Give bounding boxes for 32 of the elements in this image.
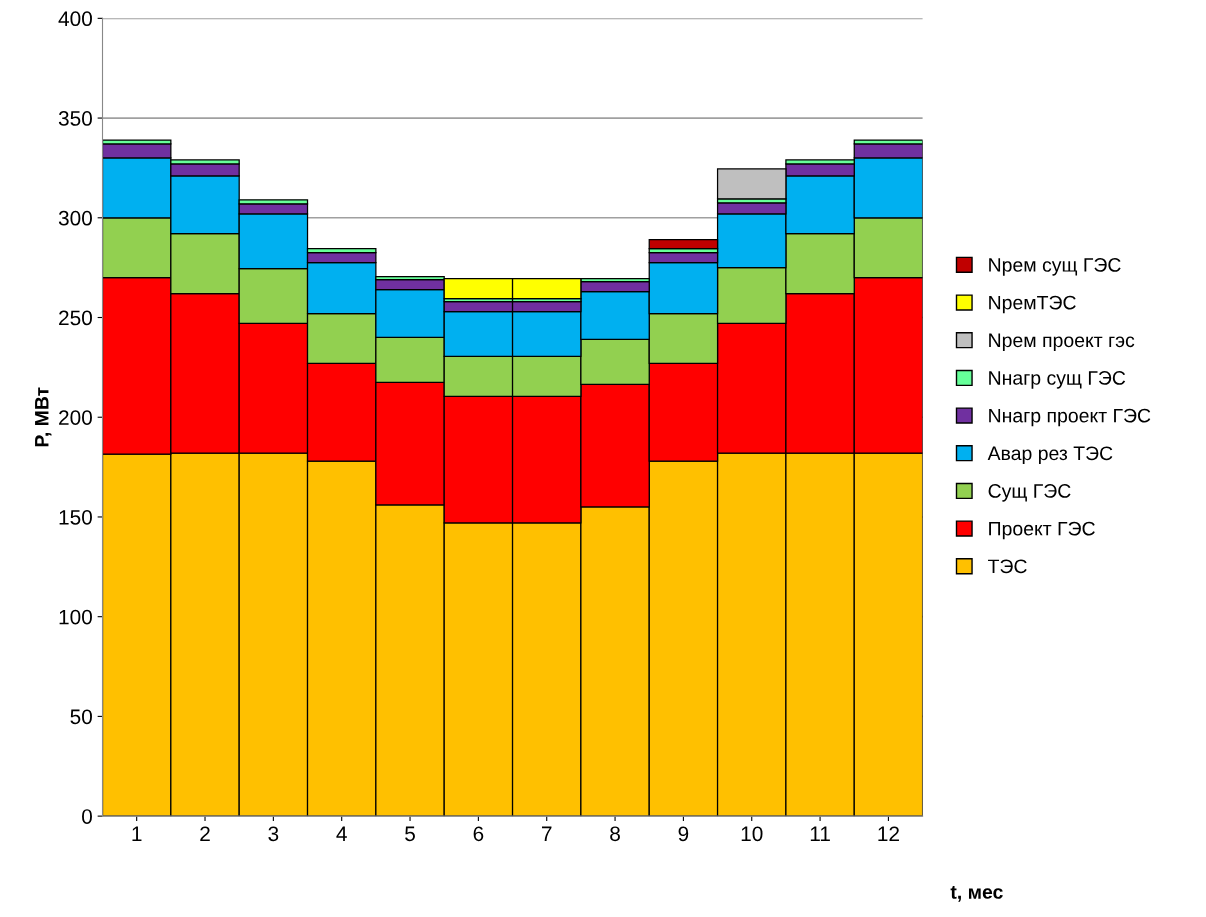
- legend-label: Nрем сущ ГЭС: [989, 258, 1121, 276]
- y-tick-label: 150: [59, 509, 92, 525]
- y-tick-label: 300: [58, 210, 92, 226]
- legend-label: Nрем проект гэс: [989, 333, 1135, 351]
- x-axis-title: t, мес: [950, 885, 1003, 902]
- x-tick-label: 3: [268, 826, 279, 842]
- y-tick-label: 200: [59, 410, 92, 425]
- x-tick-label: 5: [405, 826, 415, 842]
- y-tick-label: 100: [59, 609, 92, 625]
- y-tick-label: 0: [82, 809, 92, 824]
- legend-label: Авар рез ТЭС: [987, 446, 1113, 465]
- x-tick-label: 8: [610, 826, 620, 842]
- x-tick-label: 2: [200, 826, 210, 841]
- legend-label: Проект ГЭС: [989, 521, 1095, 540]
- x-tick-label: 7: [541, 826, 552, 841]
- x-tick-label: 4: [336, 826, 347, 841]
- y-tick-label: 400: [58, 11, 92, 27]
- legend-label: ТЭС: [988, 559, 1027, 574]
- x-tick-label: 6: [473, 826, 484, 842]
- legend-label: Nнагр проект ГЭС: [989, 408, 1151, 427]
- legend-label: Сущ ГЭС: [988, 484, 1071, 502]
- legend-label: Nнагр сущ ГЭС: [989, 371, 1126, 389]
- y-axis-title: P, МВт: [35, 387, 52, 447]
- x-tick-label: 12: [878, 826, 899, 841]
- y-tick-label: 350: [58, 111, 92, 126]
- y-tick-label: 50: [70, 709, 92, 725]
- x-tick-label: 11: [810, 826, 830, 841]
- legend-label: NремТЭС: [989, 295, 1076, 314]
- x-tick-label: 1: [132, 826, 142, 841]
- y-tick-label: 250: [59, 310, 92, 326]
- x-tick-label: 10: [741, 826, 763, 842]
- x-tick-label: 9: [678, 826, 689, 842]
